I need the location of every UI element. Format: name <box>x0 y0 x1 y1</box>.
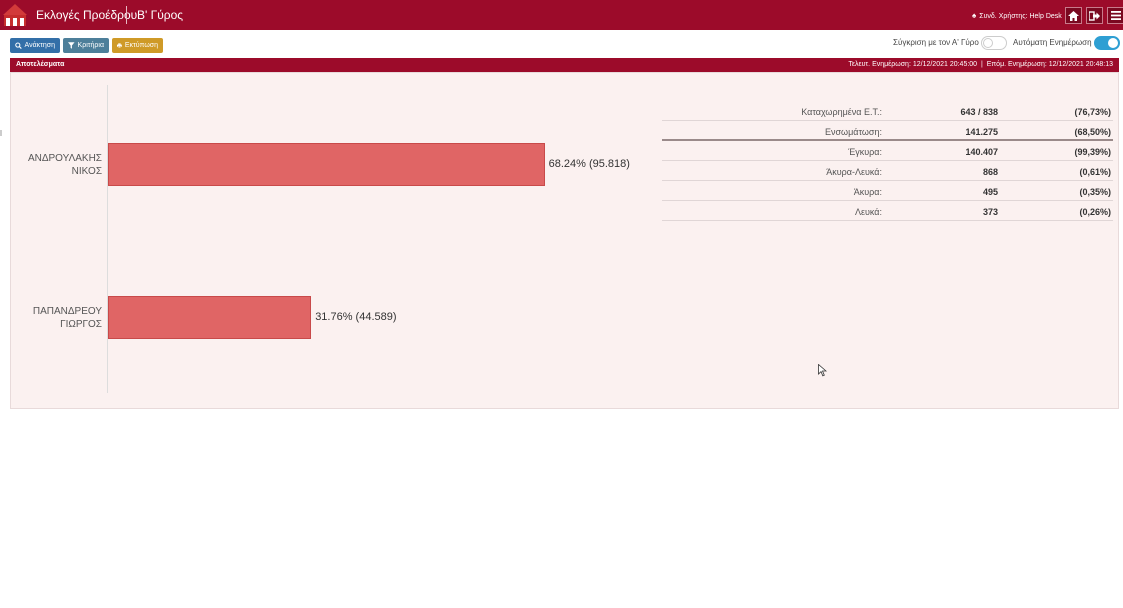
update-separator: | <box>980 61 983 68</box>
search-icon <box>15 42 22 49</box>
filter-icon <box>68 42 75 49</box>
stat-row: Καταχωρημένα Ε.Τ.: 643 / 838 (76,73%) <box>662 101 1113 121</box>
compare-toggle[interactable] <box>981 36 1007 50</box>
title-divider <box>126 6 127 24</box>
stat-label: Έγκυρα: <box>848 147 882 157</box>
user-icon: ♠ <box>972 11 977 20</box>
stat-value: 141.275 <box>965 127 998 137</box>
mouse-cursor-icon <box>818 363 828 382</box>
print-icon <box>117 43 122 48</box>
chart-axis <box>107 85 108 393</box>
results-header: Αποτελέσματα Τελευτ. Ενημέρωση: 12/12/20… <box>10 58 1119 72</box>
candidate-bar <box>108 296 312 339</box>
stat-percent: (0,61%) <box>1079 167 1111 177</box>
home-icon <box>1068 10 1079 21</box>
auto-update-label: Αυτόματη Ενημέρωση <box>1013 38 1092 47</box>
results-title: Αποτελέσματα <box>16 61 65 68</box>
stat-label: Ενσωμάτωση: <box>825 127 882 137</box>
candidate-label: ΑΝΔΡΟΥΛΑΚΗΣ ΝΙΚΟΣ <box>27 152 102 177</box>
logout-icon <box>1089 10 1100 21</box>
refresh-label: Ανάκτηση <box>24 42 55 49</box>
stat-percent: (0,35%) <box>1079 187 1111 197</box>
logout-button[interactable] <box>1086 7 1103 24</box>
stat-row: Έγκυρα: 140.407 (99,39%) <box>662 141 1113 161</box>
stat-label: Καταχωρημένα Ε.Τ.: <box>801 107 882 117</box>
page-edge-marker <box>0 130 2 136</box>
menu-button[interactable] <box>1107 7 1123 24</box>
next-update: Επόμ. Ενημέρωση: 12/12/2021 20:48:13 <box>986 61 1113 68</box>
filters-button[interactable]: Κριτήρια <box>63 38 109 53</box>
print-button[interactable]: Εκτύπωση <box>112 38 163 53</box>
filters-label: Κριτήρια <box>77 42 104 49</box>
user-info-text: Συνδ. Χρήστης: Help Desk <box>979 13 1062 20</box>
stat-percent: (76,73%) <box>1074 107 1111 117</box>
round-title: Β' Γύρος <box>137 8 184 22</box>
stat-row: Άκυρα-Λευκά: 868 (0,61%) <box>662 161 1113 181</box>
stat-label: Άκυρα-Λευκά: <box>826 167 882 177</box>
stat-value: 140.407 <box>965 147 998 157</box>
stat-value: 868 <box>982 167 998 177</box>
user-info: ♠ Συνδ. Χρήστης: Help Desk <box>972 11 1062 20</box>
stat-value: 643 / 838 <box>960 107 998 117</box>
stat-value: 495 <box>982 187 998 197</box>
stat-value: 373 <box>982 207 998 217</box>
home-button[interactable] <box>1065 7 1082 24</box>
app-title: Εκλογές Προέδρου <box>36 8 138 22</box>
bar-data-label: 68.24% (95.818) <box>548 157 630 170</box>
stats-table: Καταχωρημένα Ε.Τ.: 643 / 838 (76,73%) Εν… <box>662 101 1113 221</box>
bar-data-label: 31.76% (44.589) <box>315 310 397 323</box>
stat-label: Λευκά: <box>854 207 882 217</box>
compare-label: Σύγκριση με τον Α' Γύρο <box>893 38 979 47</box>
refresh-button[interactable]: Ανάκτηση <box>10 38 60 53</box>
candidate-bar <box>108 143 545 186</box>
toggle-knob <box>1108 38 1118 48</box>
last-update: Τελευτ. Ενημέρωση: 12/12/2021 20:45:00 <box>848 61 978 68</box>
menu-icon <box>1110 11 1121 20</box>
stat-percent: (0,26%) <box>1079 207 1111 217</box>
stat-label: Άκυρα: <box>853 187 882 197</box>
results-panel <box>10 72 1119 409</box>
print-label: Εκτύπωση <box>124 42 158 49</box>
stat-percent: (99,39%) <box>1074 147 1111 157</box>
stat-row: Άκυρα: 495 (0,35%) <box>662 181 1113 201</box>
logo-icon <box>0 0 30 30</box>
update-info: Τελευτ. Ενημέρωση: 12/12/2021 20:45:00 |… <box>848 61 1113 68</box>
toggle-knob <box>983 38 993 48</box>
top-bar: Εκλογές Προέδρου Β' Γύρος ♠ Συνδ. Χρήστης… <box>0 0 1123 30</box>
stat-percent: (68,50%) <box>1074 127 1111 137</box>
stat-row: Λευκά: 373 (0,26%) <box>662 201 1113 221</box>
candidate-label: ΠΑΠΑΝΔΡΕΟΥ ΓΙΩΡΓΟΣ <box>32 305 102 330</box>
stat-row: Ενσωμάτωση: 141.275 (68,50%) <box>662 121 1113 141</box>
auto-update-toggle[interactable] <box>1094 36 1120 50</box>
